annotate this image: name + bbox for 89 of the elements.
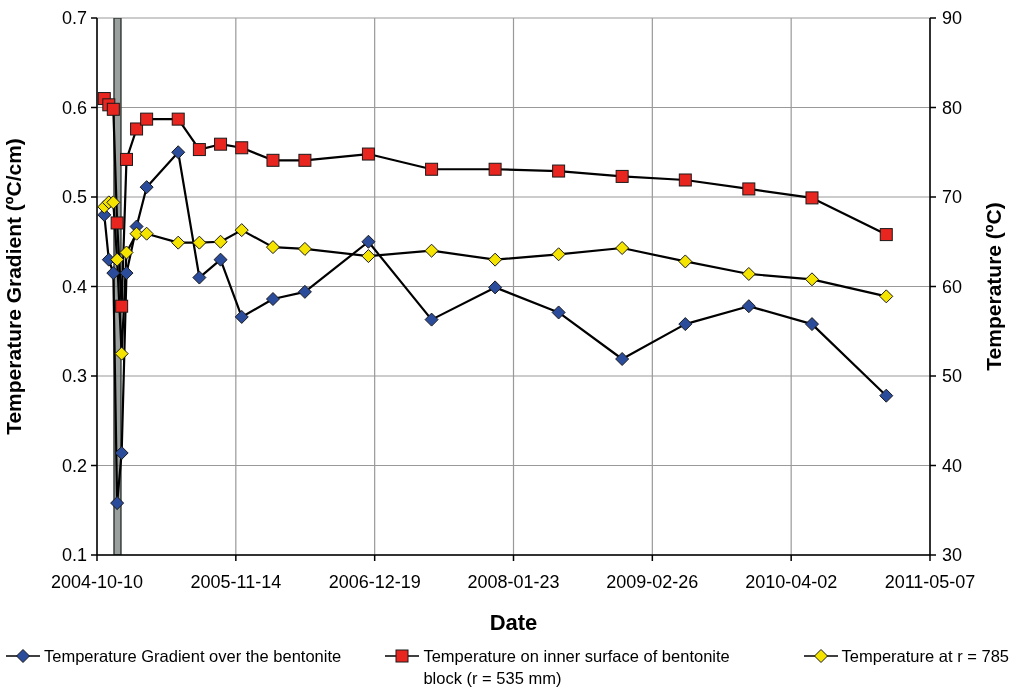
point	[879, 388, 894, 403]
y-tick-label: 0.1	[61, 545, 87, 566]
point	[488, 252, 503, 267]
point	[488, 280, 503, 295]
point	[879, 228, 893, 242]
point	[425, 162, 439, 176]
y-tick-label: 0.3	[61, 366, 87, 387]
point	[361, 249, 376, 264]
point	[234, 309, 249, 324]
point	[110, 496, 125, 511]
point	[129, 226, 144, 241]
point	[361, 147, 375, 161]
y2-tick-label: 60	[942, 276, 963, 297]
point	[106, 266, 121, 281]
point	[139, 180, 154, 195]
y2-tick-label: 30	[942, 545, 963, 566]
point	[298, 153, 312, 167]
x-tick-label: 2009-02-26	[606, 571, 699, 592]
point	[424, 243, 439, 258]
point	[297, 241, 312, 256]
x-axis-title: Date	[489, 610, 538, 635]
point	[139, 226, 154, 241]
point	[551, 305, 566, 320]
point	[110, 216, 124, 230]
point	[615, 352, 630, 366]
point	[488, 162, 502, 176]
point	[741, 266, 756, 281]
y-tick-label: 0.4	[61, 276, 87, 297]
point	[171, 145, 186, 160]
point	[678, 254, 693, 269]
point	[234, 223, 249, 238]
point	[114, 445, 129, 460]
point	[805, 191, 819, 205]
point	[140, 112, 154, 126]
point	[424, 312, 439, 327]
point	[119, 266, 134, 281]
legend-label: Temperature at r = 785	[841, 646, 1009, 667]
point	[114, 346, 129, 361]
point	[115, 299, 129, 313]
point	[192, 143, 206, 157]
point	[615, 169, 629, 183]
point	[120, 152, 133, 166]
point	[615, 241, 630, 256]
y2-tick-label: 70	[942, 187, 963, 208]
y2-axis-title: Temperature (ºC)	[982, 202, 1006, 371]
point	[265, 240, 280, 255]
point	[678, 173, 692, 187]
point	[804, 272, 819, 287]
y2-tick-label: 90	[942, 8, 963, 29]
y-tick-label: 0.7	[61, 8, 87, 29]
point	[266, 153, 280, 167]
point	[192, 235, 207, 250]
y-tick-label: 0.6	[61, 97, 87, 118]
point	[235, 141, 249, 155]
y2-tick-label: 80	[942, 97, 963, 118]
point	[879, 289, 894, 304]
y2-tick-label: 40	[942, 455, 963, 476]
point	[110, 252, 125, 267]
point	[361, 234, 376, 249]
point	[552, 164, 566, 178]
point	[119, 245, 134, 260]
y-axis-title: Temperature Gradient (ºC/cm)	[2, 138, 26, 435]
y-tick-label: 0.2	[61, 455, 87, 476]
legend-label: Temperature Gradient over the bentonite	[44, 646, 342, 667]
legend-label: Temperature on inner surface of bentonite block (r = 535 mm)	[423, 646, 731, 689]
point	[678, 317, 693, 332]
point	[106, 102, 120, 116]
x-tick-label: 2005-11-14	[190, 571, 282, 592]
point	[742, 182, 756, 196]
x-tick-label: 2011-05-07	[884, 571, 976, 592]
point	[192, 270, 207, 285]
point	[265, 292, 280, 307]
point	[106, 195, 121, 210]
point	[213, 252, 228, 267]
point	[551, 247, 566, 262]
point	[214, 137, 228, 151]
point	[213, 234, 228, 249]
x-tick-label: 2010-04-02	[745, 571, 838, 592]
point	[804, 317, 819, 332]
x-tick-label: 2008-01-23	[467, 571, 560, 592]
point	[171, 235, 186, 250]
x-tick-label: 2004-10-10	[50, 571, 144, 592]
point	[130, 122, 144, 136]
point	[741, 299, 756, 314]
x-tick-label: 2006-12-19	[328, 571, 421, 592]
y-tick-label: 0.5	[61, 187, 87, 208]
point	[297, 284, 312, 299]
y2-tick-label: 50	[942, 366, 963, 387]
point	[171, 112, 185, 126]
